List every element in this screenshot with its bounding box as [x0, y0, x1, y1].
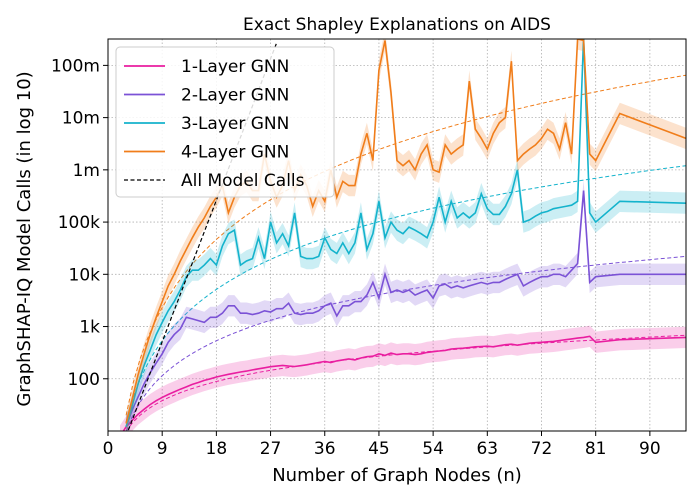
x-tick-label: 45: [368, 439, 390, 459]
series-line-2: [125, 190, 686, 428]
x-tick-label: 27: [260, 439, 282, 459]
series-band-3: [126, 39, 686, 431]
series-band-4: [126, 39, 686, 431]
series-lines: [120, 39, 686, 431]
series-line-1: [122, 335, 686, 431]
y-axis-label: GraphSHAP-IQ Model Calls (in log 10): [14, 71, 35, 406]
legend-label: All Model Calls: [181, 171, 305, 191]
series-line-3: [125, 39, 686, 428]
grid-lines: [107, 39, 686, 431]
x-tick-label: 0: [103, 439, 114, 459]
x-tick-label: 36: [314, 439, 336, 459]
legend: 1-Layer GNN 2-Layer GNN 3-Layer GNN 4-Layer…: [115, 46, 335, 198]
y-tick-label: 10m: [62, 109, 100, 129]
y-tick-label: 100: [68, 370, 100, 390]
y-tick-label: 100k: [58, 213, 100, 233]
chart-title: Exact Shapley Explanations on AIDS: [243, 15, 551, 35]
series-line-5: [127, 42, 278, 431]
series-band-1: [120, 325, 686, 431]
trend-line-3: [125, 165, 686, 422]
series-band-2: [126, 180, 686, 431]
x-axis-label: Number of Graph Nodes (n): [272, 465, 522, 486]
y-ticks: 100 1k 10k 100k 1m 10m 100m: [51, 56, 108, 390]
x-ticks: 0 9 18 27 36 45 54 63 72 81 90: [103, 431, 661, 459]
trend-line-4: [125, 74, 686, 416]
y-tick-label: 1m: [73, 161, 100, 181]
y-tick-label: 100m: [51, 56, 100, 76]
x-tick-label: 72: [531, 439, 553, 459]
trend-line-2: [125, 255, 686, 431]
x-tick-label: 81: [585, 439, 607, 459]
x-tick-label: 54: [422, 439, 444, 459]
series-line-4: [125, 39, 686, 424]
x-tick-label: 63: [476, 439, 498, 459]
legend-label: 1-Layer GNN: [181, 57, 289, 77]
legend-label: 3-Layer GNN: [181, 114, 289, 134]
legend-label: 4-Layer GNN: [181, 143, 289, 163]
x-tick-label: 18: [206, 439, 228, 459]
y-tick-label: 1k: [79, 318, 100, 338]
legend-box: [115, 46, 335, 198]
y-tick-label: 10k: [69, 265, 101, 285]
x-tick-label: 90: [639, 439, 661, 459]
plot-frame: [107, 38, 687, 432]
x-tick-label: 9: [157, 439, 168, 459]
legend-label: 2-Layer GNN: [181, 86, 289, 106]
